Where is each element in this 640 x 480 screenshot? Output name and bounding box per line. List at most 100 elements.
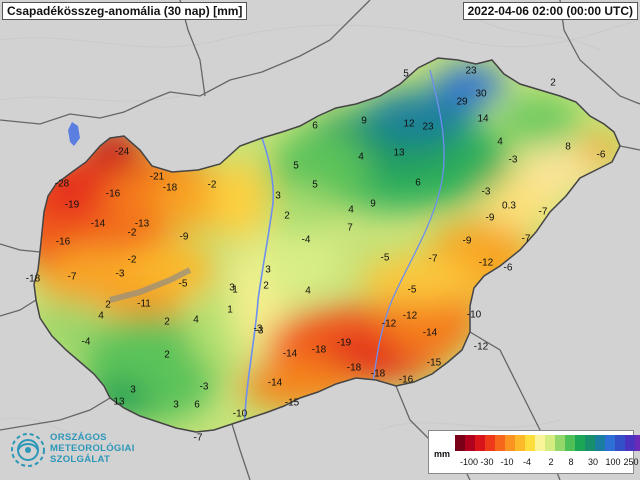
legend-tick-label: -30 [480, 457, 494, 467]
legend-swatch [495, 435, 505, 451]
anomaly-values: -24-28-21-16-18 -2-19-14 -13-2-16 -9-18 -7 -3… [26, 66, 606, 444]
legend-swatch [605, 435, 615, 451]
anomaly-value-label: 2 [263, 281, 269, 292]
anomaly-value-label: -9 [180, 232, 189, 243]
anomaly-value-label: -14 [91, 219, 106, 230]
legend-ticks: -100 -30 -10 -4 2 8 30 100 250 [455, 457, 639, 469]
legend-swatch [625, 435, 635, 451]
legend-swatch [525, 435, 535, 451]
legend-swatch [515, 435, 525, 451]
anomaly-value-label: 6 [415, 178, 421, 189]
legend-swatch [545, 435, 555, 451]
anomaly-value-label: -16 [56, 237, 71, 248]
anomaly-value-label: 9 [361, 116, 367, 127]
logo-line3: SZOLGÁLAT [50, 454, 111, 465]
anomaly-value-label: 4 [98, 311, 104, 322]
anomaly-value-label: 1 [232, 285, 238, 296]
anomaly-value-label: 5 [293, 161, 299, 172]
anomaly-value-label: 2 [164, 350, 170, 361]
anomaly-value-label: -3 [116, 269, 125, 280]
anomaly-value-label: -14 [283, 349, 298, 360]
timestamp-label: 2022-04-06 02:00 (00:00 UTC) [462, 2, 638, 20]
anomaly-value-label: 3 [275, 191, 281, 202]
anomaly-value-label: -7 [522, 234, 531, 245]
anomaly-value-label: -5 [381, 253, 390, 264]
anomaly-value-label: -3 [482, 187, 491, 198]
logo-line1: ORSZÁGOS [50, 432, 107, 443]
legend-swatch [535, 435, 545, 451]
anomaly-value-label: -24 [115, 147, 130, 158]
map-title: Csapadékösszeg-anomália (30 nap) [mm] [2, 2, 248, 20]
logo-line2: METEOROLÓGIAI [50, 443, 135, 454]
legend-swatch [585, 435, 595, 451]
anomaly-value-label: -12 [403, 311, 418, 322]
anomaly-value-label: 3 [229, 283, 235, 294]
anomaly-value-label: 5 [403, 69, 409, 80]
anomaly-value-label: 2 [164, 317, 170, 328]
anomaly-value-label: 4 [305, 286, 311, 297]
anomaly-value-label: -10 [467, 310, 482, 321]
anomaly-value-label: -14 [423, 328, 438, 339]
anomaly-value-label: -3 [254, 324, 263, 335]
legend-swatch [555, 435, 565, 451]
anomaly-value-label: 3 [173, 400, 179, 411]
anomaly-value-label: -28 [55, 179, 70, 190]
anomaly-value-label: -4 [82, 337, 91, 348]
anomaly-value-label: 2 [550, 78, 556, 89]
anomaly-value-label: 23 [422, 122, 434, 133]
logo-icon [11, 433, 45, 467]
anomaly-value-label: -10 [233, 409, 248, 420]
anomaly-value-label: 23 [465, 66, 477, 77]
anomaly-value-label: 4 [358, 152, 364, 163]
anomaly-value-label: -3 [255, 326, 264, 337]
anomaly-value-label: -13 [135, 219, 150, 230]
anomaly-value-label: -14 [268, 378, 283, 389]
anomaly-value-label: -18 [26, 274, 41, 285]
anomaly-value-label: -16 [106, 189, 121, 200]
legend-swatch [455, 435, 465, 451]
anomaly-value-label: -11 [137, 299, 151, 310]
anomaly-value-label: -9 [463, 236, 472, 247]
anomaly-value-label: 1 [227, 305, 233, 316]
legend-swatch [565, 435, 575, 451]
anomaly-value-label: -12 [474, 342, 489, 353]
anomaly-value-label: -7 [194, 433, 203, 444]
legend-unit: mm [434, 449, 451, 459]
anomaly-value-label: 9 [370, 199, 376, 210]
anomaly-value-label: 6 [312, 121, 318, 132]
anomaly-value-label: 3 [130, 385, 136, 396]
anomaly-value-label: 30 [475, 89, 487, 100]
anomaly-value-label: 13 [113, 397, 125, 408]
anomaly-value-label: 8 [565, 142, 571, 153]
anomaly-value-label: 6 [194, 400, 200, 411]
anomaly-value-label: -15 [285, 398, 300, 409]
anomaly-value-label: 2 [284, 211, 290, 222]
legend-tick-label: 30 [587, 457, 599, 467]
anomaly-value-label: 4 [497, 137, 503, 148]
anomaly-value-label: -7 [539, 207, 548, 218]
lake-neusiedl [68, 122, 80, 146]
legend-swatch [485, 435, 495, 451]
anomaly-value-label: 5 [312, 180, 318, 191]
anomaly-value-label: -16 [399, 375, 414, 386]
omsz-logo: ORSZÁGOS METEOROLÓGIAI SZOLGÁLAT [8, 430, 148, 474]
anomaly-value-label: -6 [597, 150, 606, 161]
legend-tick-label: 8 [568, 457, 574, 467]
anomaly-value-label: -18 [347, 363, 362, 374]
anomaly-value-label: 4 [193, 315, 199, 326]
legend-tick-label: 250 [623, 457, 639, 467]
legend-swatch [475, 435, 485, 451]
legend-swatch [575, 435, 585, 451]
anomaly-value-label: -7 [68, 272, 77, 283]
anomaly-value-label: 3 [265, 265, 271, 276]
anomaly-value-label: -2 [128, 228, 137, 239]
anomaly-value-label: -2 [128, 255, 137, 266]
anomaly-value-label: 29 [456, 97, 468, 108]
anomaly-value-label: 7 [347, 223, 353, 234]
anomaly-value-label: -9 [486, 213, 495, 224]
anomaly-value-label: -3 [509, 155, 518, 166]
anomaly-value-label: 13 [393, 148, 405, 159]
anomaly-value-label: 4 [348, 205, 354, 216]
anomaly-value-label: -4 [302, 235, 311, 246]
anomaly-value-label: -2 [208, 180, 217, 191]
